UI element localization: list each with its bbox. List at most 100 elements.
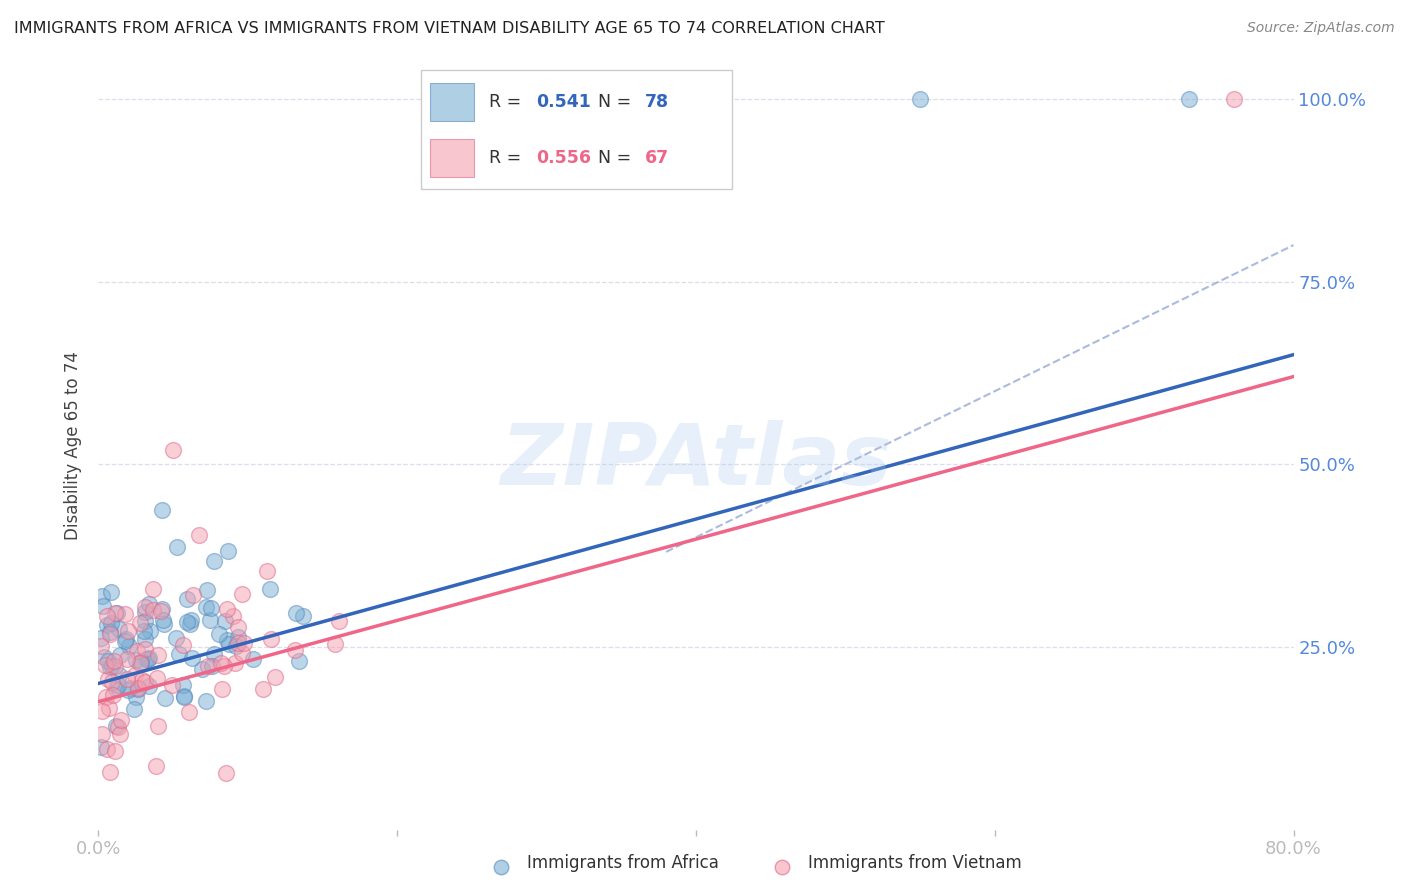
Point bbox=[114, 607, 136, 621]
Point bbox=[124, 668, 146, 682]
Point bbox=[115, 672, 138, 686]
Point bbox=[117, 624, 139, 639]
Point bbox=[150, 503, 173, 517]
Text: IMMIGRANTS FROM AFRICA VS IMMIGRANTS FROM VIETNAM DISABILITY AGE 65 TO 74 CORREL: IMMIGRANTS FROM AFRICA VS IMMIGRANTS FRO… bbox=[14, 21, 884, 36]
Point bbox=[98, 625, 121, 640]
Point bbox=[91, 704, 114, 718]
Point bbox=[259, 582, 281, 597]
Point bbox=[176, 592, 198, 607]
Text: Source: ZipAtlas.com: Source: ZipAtlas.com bbox=[1247, 21, 1395, 35]
Point bbox=[256, 564, 278, 578]
Point bbox=[201, 659, 224, 673]
Point bbox=[162, 442, 184, 457]
Point bbox=[1223, 92, 1246, 106]
Point bbox=[173, 690, 195, 704]
Point bbox=[134, 675, 156, 690]
Point bbox=[101, 659, 124, 673]
Point bbox=[94, 690, 117, 705]
Point bbox=[211, 681, 233, 696]
Point bbox=[908, 92, 931, 106]
Point bbox=[108, 648, 131, 662]
Point bbox=[90, 739, 112, 754]
Point bbox=[152, 613, 174, 627]
Point bbox=[231, 587, 253, 601]
Point bbox=[101, 675, 124, 690]
Point bbox=[233, 636, 256, 650]
Point bbox=[107, 720, 129, 734]
Point bbox=[105, 682, 128, 697]
Point bbox=[98, 765, 121, 780]
Point bbox=[176, 615, 198, 629]
Point bbox=[114, 633, 136, 648]
Point bbox=[104, 718, 127, 732]
Point bbox=[179, 705, 201, 719]
Point bbox=[152, 601, 174, 615]
Point bbox=[200, 601, 222, 615]
Point bbox=[153, 690, 176, 705]
Point bbox=[104, 658, 127, 673]
Point bbox=[179, 616, 201, 631]
Point bbox=[183, 588, 205, 602]
Point bbox=[135, 652, 157, 666]
Point bbox=[125, 652, 148, 666]
Point bbox=[131, 673, 153, 688]
Point bbox=[224, 656, 246, 670]
Point bbox=[134, 632, 156, 647]
Point bbox=[264, 670, 287, 684]
Point bbox=[221, 608, 243, 623]
Point bbox=[98, 660, 121, 674]
Point bbox=[125, 690, 148, 705]
Point bbox=[98, 701, 121, 715]
Point bbox=[128, 656, 150, 670]
Point bbox=[134, 599, 156, 614]
Point bbox=[127, 681, 149, 695]
Point bbox=[105, 606, 128, 620]
Point bbox=[142, 603, 165, 617]
Point bbox=[285, 606, 308, 620]
Point bbox=[231, 646, 253, 660]
Point bbox=[134, 624, 156, 638]
Point bbox=[197, 582, 219, 597]
Point bbox=[211, 656, 233, 670]
Point bbox=[115, 632, 138, 647]
Point bbox=[118, 639, 141, 653]
Point bbox=[146, 719, 169, 733]
Point bbox=[129, 616, 152, 631]
Point bbox=[129, 655, 152, 669]
Point bbox=[225, 639, 247, 653]
Point bbox=[172, 638, 194, 652]
Point bbox=[138, 598, 160, 612]
Point bbox=[215, 633, 238, 648]
Point bbox=[325, 637, 347, 651]
Point bbox=[212, 659, 235, 673]
Point bbox=[218, 544, 240, 558]
Point bbox=[108, 622, 131, 636]
Point bbox=[96, 742, 118, 756]
Point bbox=[96, 617, 118, 632]
Point bbox=[215, 766, 238, 780]
Point bbox=[94, 658, 117, 673]
Text: ZIPAtlas: ZIPAtlas bbox=[501, 420, 891, 503]
Point bbox=[103, 654, 125, 668]
Point bbox=[180, 614, 202, 628]
Point bbox=[150, 604, 173, 618]
Point bbox=[134, 605, 156, 619]
Point bbox=[96, 609, 118, 624]
Point bbox=[288, 654, 311, 668]
Point bbox=[214, 615, 236, 629]
Point bbox=[107, 678, 129, 692]
Point bbox=[146, 671, 169, 685]
Point bbox=[104, 606, 127, 620]
Point bbox=[98, 627, 121, 641]
Point bbox=[90, 639, 112, 653]
Point bbox=[165, 631, 187, 645]
Point bbox=[208, 627, 231, 641]
Text: Immigrants from Africa: Immigrants from Africa bbox=[527, 855, 718, 872]
Point bbox=[172, 678, 194, 692]
Point bbox=[122, 701, 145, 715]
Point bbox=[139, 624, 162, 638]
Point bbox=[260, 632, 283, 647]
Point bbox=[291, 608, 314, 623]
Point bbox=[145, 759, 167, 773]
Point bbox=[108, 668, 131, 682]
